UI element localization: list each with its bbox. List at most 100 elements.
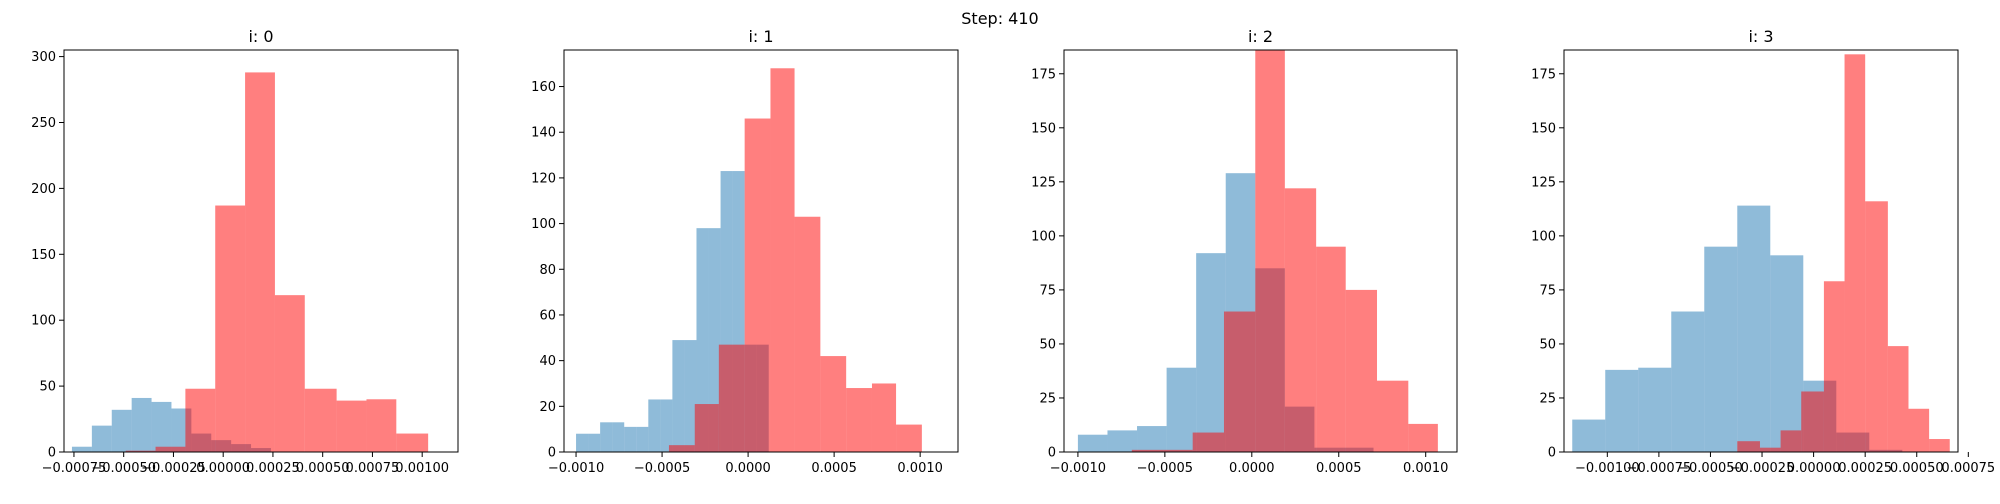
histogram-bar-blue bbox=[131, 397, 152, 452]
y-tick-label: 100 bbox=[531, 217, 556, 232]
histogram-bar-red bbox=[185, 388, 216, 452]
subplot-title: i: 2 bbox=[1248, 27, 1273, 46]
histogram-bar-red bbox=[1759, 447, 1781, 452]
y-tick-label: 50 bbox=[39, 380, 56, 395]
histogram-bar-blue bbox=[648, 399, 661, 452]
histogram-bar-red bbox=[245, 72, 275, 452]
histogram-bar-blue bbox=[660, 399, 673, 452]
histogram-bar-blue bbox=[1196, 253, 1226, 452]
x-tick-label: −0.00075 bbox=[42, 461, 107, 476]
x-tick-label: −0.0005 bbox=[634, 461, 690, 476]
x-tick-label: 0.00000 bbox=[196, 461, 250, 476]
x-tick-label: −0.0005 bbox=[1137, 461, 1193, 476]
y-tick-label: 25 bbox=[1539, 391, 1556, 406]
histogram-bar-blue bbox=[1737, 205, 1771, 452]
y-tick-label: 160 bbox=[531, 80, 556, 95]
y-tick-label: 20 bbox=[539, 400, 556, 415]
histogram-bar-blue bbox=[1704, 246, 1738, 452]
x-tick-label: −0.00075 bbox=[1627, 461, 1692, 476]
histogram-bar-red bbox=[1131, 449, 1164, 452]
histogram-bar-blue bbox=[1770, 255, 1804, 452]
axes-frame bbox=[563, 49, 959, 453]
histogram-bar-blue bbox=[1107, 430, 1138, 452]
histogram-bar-blue bbox=[612, 422, 625, 452]
histogram-bar-red bbox=[1408, 423, 1438, 452]
x-tick-label: −0.00100 bbox=[1575, 461, 1640, 476]
subplot-3: −0.00100−0.00075−0.00050−0.000250.000000… bbox=[1531, 27, 1995, 476]
histogram-bar-red bbox=[770, 68, 795, 452]
y-tick-label: 80 bbox=[539, 263, 556, 278]
histogram-bar-red bbox=[1345, 289, 1378, 452]
histogram-bar-blue bbox=[600, 422, 613, 452]
histogram-bar-red bbox=[1284, 188, 1317, 453]
histogram-bar-blue bbox=[1077, 434, 1108, 452]
histogram-bar-red bbox=[155, 446, 186, 452]
histogram-bar-red bbox=[336, 400, 367, 452]
histogram-bar-red bbox=[846, 388, 872, 452]
histogram-bar-blue bbox=[672, 340, 685, 452]
histogram-bar-red bbox=[1255, 50, 1285, 452]
figure-suptitle: Step: 410 bbox=[961, 9, 1038, 28]
x-tick-label: −0.00025 bbox=[141, 461, 206, 476]
histogram-bar-red bbox=[1737, 441, 1760, 452]
x-tick-label: 0.00100 bbox=[395, 461, 449, 476]
x-tick-label: 0.00025 bbox=[1838, 461, 1892, 476]
histogram-bar-red bbox=[215, 205, 246, 452]
x-tick-label: 0.00050 bbox=[296, 461, 350, 476]
x-tick-label: −0.0010 bbox=[1050, 461, 1106, 476]
subplot-title: i: 1 bbox=[748, 27, 773, 46]
histogram-bar-blue bbox=[1638, 367, 1672, 452]
y-tick-label: 100 bbox=[1031, 229, 1056, 244]
axes-frame bbox=[63, 49, 459, 453]
y-tick-label: 0 bbox=[1548, 446, 1556, 461]
y-tick-label: 75 bbox=[1039, 283, 1056, 298]
histogram-bar-blue bbox=[71, 446, 92, 452]
y-tick-label: 75 bbox=[1539, 283, 1556, 298]
x-tick-label: 0.0005 bbox=[811, 461, 857, 476]
x-tick-label: 0.0005 bbox=[1316, 461, 1362, 476]
x-tick-label: 0.0010 bbox=[1403, 461, 1449, 476]
histogram-bar-red bbox=[1844, 54, 1866, 453]
histogram-bar-red bbox=[1780, 430, 1802, 452]
histogram-bar-blue bbox=[696, 228, 709, 452]
x-tick-label: −0.00050 bbox=[1678, 461, 1743, 476]
y-tick-label: 60 bbox=[539, 308, 556, 323]
histogram-bar-blue bbox=[1671, 311, 1705, 452]
y-tick-label: 0 bbox=[548, 446, 556, 461]
histogram-bar-red bbox=[794, 216, 821, 452]
y-tick-label: 150 bbox=[31, 248, 56, 263]
x-tick-label: 0.00050 bbox=[1890, 461, 1944, 476]
histogram-bar-blue bbox=[1166, 367, 1197, 452]
histogram-bar-red bbox=[718, 344, 745, 452]
x-tick-label: 0.00000 bbox=[1787, 461, 1841, 476]
y-tick-label: 150 bbox=[1031, 121, 1056, 136]
histogram-bar-blue bbox=[588, 433, 601, 452]
histogram-bar-blue bbox=[1572, 419, 1606, 452]
histogram-bar-red bbox=[396, 433, 429, 452]
histogram-bar-blue bbox=[636, 426, 649, 452]
subplot-0: −0.00075−0.00050−0.000250.000000.000250.… bbox=[31, 27, 459, 476]
histogram-bar-blue bbox=[151, 401, 172, 452]
histogram-bar-red bbox=[1163, 449, 1193, 452]
histogram-bar-blue bbox=[708, 228, 721, 452]
x-tick-label: 0.00025 bbox=[246, 461, 300, 476]
histogram-bar-red bbox=[871, 383, 897, 452]
subplot-title: i: 3 bbox=[1748, 27, 1773, 46]
histogram-bar-red bbox=[1223, 311, 1256, 452]
histogram-bar-red bbox=[668, 445, 695, 452]
y-tick-label: 175 bbox=[1531, 67, 1556, 82]
y-tick-label: 125 bbox=[1531, 175, 1556, 190]
histogram-bar-blue bbox=[1605, 369, 1639, 452]
subplot-2: −0.0010 −0.0005 0.0000 0.0005 0.0010 0 25 50 75 1… bbox=[1031, 27, 1458, 476]
y-tick-label: 0 bbox=[48, 446, 56, 461]
y-tick-label: 120 bbox=[531, 171, 556, 186]
y-tick-label: 300 bbox=[31, 50, 56, 65]
histogram-bar-red bbox=[744, 118, 771, 452]
histogram-bar-blue bbox=[624, 426, 637, 452]
histogram-bar-red bbox=[1316, 246, 1346, 452]
y-tick-label: 175 bbox=[1031, 67, 1056, 82]
y-tick-label: 150 bbox=[1531, 121, 1556, 136]
x-tick-label: 0.00075 bbox=[346, 461, 400, 476]
